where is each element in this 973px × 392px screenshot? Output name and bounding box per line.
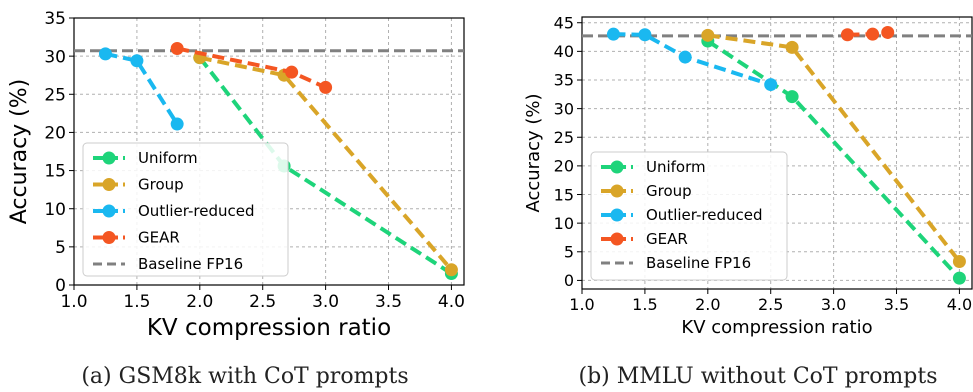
data-point bbox=[785, 90, 799, 104]
legend-marker bbox=[610, 208, 624, 222]
data-point bbox=[638, 28, 652, 42]
legend-label: Group bbox=[138, 176, 184, 194]
x-tick-label: 2.0 bbox=[186, 292, 213, 312]
y-tick-label: 45 bbox=[554, 13, 574, 32]
y-axis-label: Accuracy (%) bbox=[7, 79, 32, 225]
y-tick-label: 30 bbox=[554, 99, 574, 118]
plot-frame bbox=[73, 17, 465, 286]
y-tick-label: 25 bbox=[554, 128, 574, 147]
series-line-group bbox=[707, 33, 961, 263]
data-point bbox=[881, 25, 895, 39]
data-point bbox=[840, 28, 854, 42]
y-tick-label: 10 bbox=[554, 214, 574, 233]
x-tick-label: 3.0 bbox=[821, 295, 846, 314]
data-point bbox=[285, 65, 299, 79]
legend-box bbox=[82, 142, 289, 277]
legend-label: GEAR bbox=[138, 229, 180, 247]
legend-marker bbox=[102, 178, 116, 191]
data-point bbox=[98, 47, 112, 61]
x-tick-label: 2.0 bbox=[695, 295, 720, 314]
data-point bbox=[170, 42, 184, 56]
legend-marker bbox=[102, 204, 116, 218]
data-point bbox=[319, 80, 333, 94]
y-tick-label: 35 bbox=[44, 9, 66, 29]
y-tick-label: 0 bbox=[55, 276, 66, 296]
chart-panel-1: 1.0 1.5 2.0 2.5 3.0 3.5 4.0 0 5 10 15 20 25 30 35 KV co… bbox=[7, 9, 465, 389]
legend-label: GEAR bbox=[646, 230, 688, 248]
data-point bbox=[606, 27, 620, 41]
data-point bbox=[952, 255, 966, 269]
x-tick-label: 3.0 bbox=[312, 292, 339, 312]
y-tick-label: 40 bbox=[554, 42, 574, 61]
x-tick-label: 1.5 bbox=[632, 295, 657, 314]
data-point bbox=[170, 117, 184, 131]
chart-caption: (b) MMLU without CoT prompts bbox=[578, 364, 937, 389]
series-line-outlier-reduced bbox=[613, 32, 772, 87]
series-line-outlier-reduced bbox=[105, 51, 179, 126]
y-tick-label: 20 bbox=[44, 124, 66, 144]
chart-panel-2: 1.0 1.5 2.0 2.5 3.0 3.5 4.0 0 5 10 15 20 25 30 35 40 45 K… bbox=[523, 13, 973, 389]
y-axis-label: Accuracy (%) bbox=[523, 93, 544, 212]
y-tick-label: 15 bbox=[44, 162, 66, 182]
legend-marker bbox=[102, 231, 116, 244]
legend-marker bbox=[102, 151, 116, 165]
y-tick-label: 5 bbox=[55, 238, 66, 258]
data-point bbox=[701, 28, 715, 42]
x-tick-label: 3.5 bbox=[884, 295, 909, 314]
legend-label: Outlier-reduced bbox=[138, 202, 254, 220]
x-tick-label: 1.0 bbox=[569, 295, 594, 314]
legend-marker bbox=[610, 232, 624, 246]
y-tick-label: 10 bbox=[44, 200, 66, 220]
legend-label: Uniform bbox=[138, 149, 198, 167]
x-axis-label: KV compression ratio bbox=[147, 315, 391, 341]
data-point bbox=[130, 54, 144, 68]
x-tick-label: 3.5 bbox=[375, 292, 402, 312]
legend-label: Group bbox=[646, 182, 692, 200]
y-tick-label: 30 bbox=[44, 47, 66, 67]
legend: Uniform Group Outlier-reduced GEAR Baseline … bbox=[590, 151, 788, 281]
legend-label: Baseline FP16 bbox=[138, 255, 243, 273]
x-axis-label: KV compression ratio bbox=[681, 317, 872, 338]
x-tick-label: 2.5 bbox=[758, 295, 783, 314]
legend-label: Uniform bbox=[646, 158, 706, 176]
data-point bbox=[678, 50, 692, 64]
x-tick-label: 1.0 bbox=[60, 292, 87, 312]
legend-box bbox=[590, 151, 788, 281]
legend-marker bbox=[610, 184, 624, 198]
data-point bbox=[866, 27, 880, 41]
data-point bbox=[952, 271, 966, 285]
y-tick-label: 35 bbox=[554, 71, 574, 90]
y-tick-label: 25 bbox=[44, 85, 66, 105]
series-line-group bbox=[199, 55, 453, 272]
legend-label: Outlier-reduced bbox=[646, 206, 762, 224]
x-tick-label: 1.5 bbox=[123, 292, 150, 312]
data-point bbox=[444, 263, 458, 277]
x-tick-label: 4.0 bbox=[438, 292, 465, 312]
x-tick-label: 4.0 bbox=[947, 295, 972, 314]
y-tick-label: 5 bbox=[564, 243, 574, 262]
y-tick-label: 20 bbox=[554, 157, 574, 176]
y-tick-label: 0 bbox=[564, 271, 574, 290]
legend: Uniform Group Outlier-reduced GEAR Baseline … bbox=[82, 142, 289, 277]
data-point bbox=[785, 40, 799, 54]
legend-label: Baseline FP16 bbox=[646, 254, 751, 272]
plot-frame bbox=[581, 16, 973, 290]
data-point bbox=[764, 78, 778, 92]
x-tick-label: 2.5 bbox=[249, 292, 276, 312]
legend-marker bbox=[610, 160, 624, 174]
chart-caption: (a) GSM8k with CoT prompts bbox=[81, 364, 408, 389]
y-tick-label: 15 bbox=[554, 185, 574, 204]
